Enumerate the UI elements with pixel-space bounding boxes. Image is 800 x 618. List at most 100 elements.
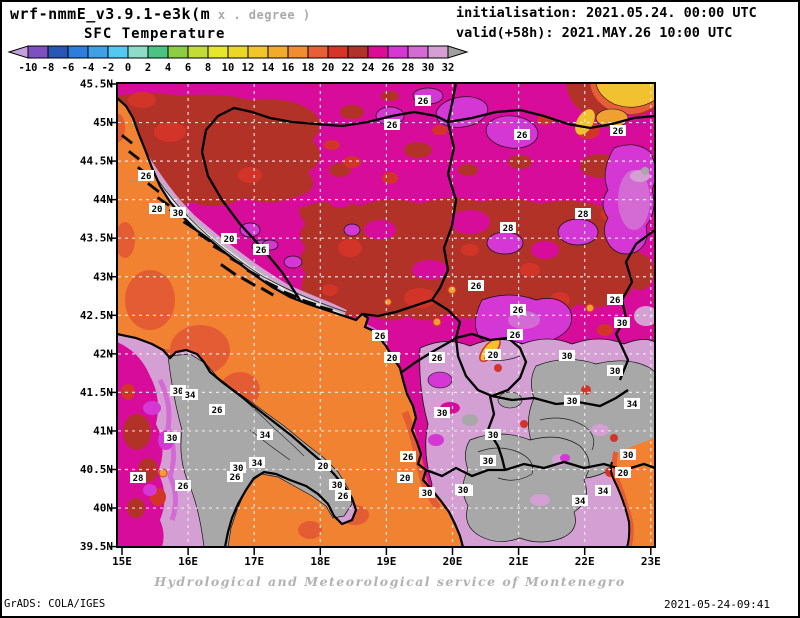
colorbar-segment <box>107 45 129 59</box>
svg-text:26: 26 <box>513 306 524 316</box>
colorbar-segment <box>127 45 149 59</box>
colorbar: -10 -8 -6 -4 -2 0 2 4 6 8 10 12 14 16 18 20 22 24 26 28 30 32 <box>7 45 469 74</box>
colorbar-segment <box>27 45 49 59</box>
lon-label: 17E <box>244 555 264 568</box>
axis-ticks <box>109 83 652 555</box>
contour-label: 34 <box>572 495 588 507</box>
contour-label: 26 <box>335 490 351 502</box>
lat-label: 43.5N <box>80 232 113 245</box>
contour-label: 30 <box>434 407 450 419</box>
contour-label: 20 <box>615 467 631 479</box>
colorbar-tick-label: -6 <box>62 62 75 74</box>
lat-label: 44N <box>93 193 113 206</box>
colorbar-tick-label: 26 <box>382 62 395 74</box>
svg-text:30: 30 <box>233 464 244 474</box>
contour-label: 30 <box>170 385 186 397</box>
contour-label: 26 <box>610 125 626 137</box>
grads-credit: GrADS: COLA/IGES <box>4 598 106 610</box>
svg-text:30: 30 <box>483 457 494 467</box>
model-name: wrf-nmmE_v3.9.1-e3k(m <box>10 5 211 23</box>
colorbar-segments <box>27 45 449 59</box>
contour-label: 34 <box>624 398 640 410</box>
svg-text:30: 30 <box>422 489 433 499</box>
contour-label: 26 <box>384 119 400 131</box>
svg-text:26: 26 <box>141 172 152 182</box>
colorbar-segment <box>207 45 229 59</box>
colorbar-segment <box>167 45 189 59</box>
svg-text:30: 30 <box>623 451 634 461</box>
colorbar-tick-labels: -10 -8 -6 -4 -2 0 2 4 6 8 10 12 14 16 18 20 22 24 26 28 30 32 <box>19 62 455 74</box>
svg-text:20: 20 <box>224 235 235 245</box>
colorbar-below-arrow <box>7 45 29 59</box>
contour-label: 30 <box>480 455 496 467</box>
svg-text:26: 26 <box>471 282 482 292</box>
lat-label: 40.5N <box>80 463 113 476</box>
country-borders <box>200 83 655 478</box>
lon-label: 22E <box>575 555 595 568</box>
svg-text:20: 20 <box>152 205 163 215</box>
svg-text:30: 30 <box>610 367 621 377</box>
svg-text:30: 30 <box>167 434 178 444</box>
colorbar-segment <box>267 45 289 59</box>
svg-text:30: 30 <box>437 409 448 419</box>
contour-label: 30 <box>485 429 501 441</box>
colorbar-tick-label: 30 <box>422 62 435 74</box>
contour-label: 30 <box>329 479 345 491</box>
colorbar-segment <box>247 45 269 59</box>
colorbar-segment <box>87 45 109 59</box>
svg-text:26: 26 <box>375 332 386 342</box>
svg-text:30: 30 <box>617 319 628 329</box>
contour-label: 30 <box>620 449 636 461</box>
contour-label: 20 <box>397 472 413 484</box>
colorbar-tick-label: 2 <box>145 62 151 74</box>
plot-subtitle: SFC Temperature <box>84 26 226 42</box>
colorbar-tick-label: 22 <box>342 62 355 74</box>
contour-label: 30 <box>607 365 623 377</box>
svg-text:26: 26 <box>403 453 414 463</box>
lat-label: 41N <box>93 424 113 437</box>
colorbar-segment <box>367 45 389 59</box>
colorbar-tick-label: -2 <box>102 62 115 74</box>
colorbar-tick-label: -10 <box>19 62 38 74</box>
lon-label: 20E <box>443 555 463 568</box>
svg-text:20: 20 <box>488 351 499 361</box>
contour-label: 26 <box>510 304 526 316</box>
svg-text:30: 30 <box>332 481 343 491</box>
lon-label: 21E <box>509 555 529 568</box>
svg-text:26: 26 <box>212 406 223 416</box>
contour-label: 26 <box>138 170 154 182</box>
svg-text:30: 30 <box>173 387 184 397</box>
colorbar-segment <box>67 45 89 59</box>
contour-label: 28 <box>130 472 146 484</box>
init-time: initialisation: 2021.05.24. 00:00 UTC <box>456 5 757 21</box>
svg-text:30: 30 <box>173 209 184 219</box>
svg-text:28: 28 <box>133 474 144 484</box>
contour-label: 30 <box>559 350 575 362</box>
contour-label: 26 <box>514 129 530 141</box>
colorbar-tick-label: 16 <box>282 62 295 74</box>
coastal-warm-strip <box>136 154 347 322</box>
colorbar-segment <box>407 45 429 59</box>
contour-label: 30 <box>614 317 630 329</box>
contour-label: 26 <box>507 329 523 341</box>
svg-text:34: 34 <box>575 497 586 507</box>
svg-text:30: 30 <box>562 352 573 362</box>
colorbar-tick-label: 8 <box>205 62 211 74</box>
svg-text:34: 34 <box>598 487 609 497</box>
svg-text:30: 30 <box>458 486 469 496</box>
lat-label: 42.5N <box>80 309 113 322</box>
longitude-axis: 15E 16E 17E 18E 19E 20E 21E 22E 23E <box>112 555 661 568</box>
contour-label: 30 <box>455 484 471 496</box>
svg-text:34: 34 <box>627 400 638 410</box>
colorbar-segment <box>47 45 69 59</box>
contour-label: 28 <box>575 208 591 220</box>
lat-label: 42N <box>93 347 113 360</box>
lat-label: 45.5N <box>80 78 113 91</box>
colorbar-tick-label: 18 <box>302 62 315 74</box>
magenta-patches <box>328 192 559 280</box>
lat-label: 41.5N <box>80 386 113 399</box>
colorbar-segment <box>187 45 209 59</box>
svg-text:20: 20 <box>318 462 329 472</box>
colorbar-tick-label: 10 <box>222 62 235 74</box>
svg-text:26: 26 <box>178 482 189 492</box>
